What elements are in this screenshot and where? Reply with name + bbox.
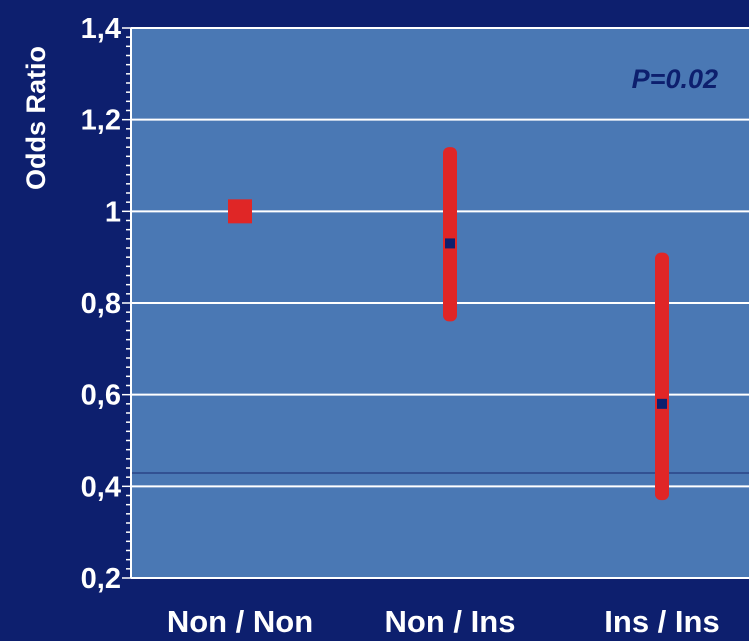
odds-ratio-point: [445, 238, 455, 249]
p-value-annotation: P=0.02: [632, 64, 718, 94]
y-tick-label: 0,4: [81, 471, 121, 503]
y-tick-label: 0,2: [81, 563, 121, 595]
x-category-label: Ins / Ins: [604, 604, 719, 639]
y-tick-label: 0,6: [81, 380, 121, 412]
reference-marker: [228, 199, 252, 224]
y-tick-label: 1,2: [81, 105, 121, 137]
y-tick-label: 0,8: [81, 288, 121, 320]
ci-bar: [655, 252, 669, 501]
odds-ratio-point: [657, 398, 667, 409]
x-category-label: Non / Ins: [385, 604, 516, 639]
y-axis-title: Odds Ratio: [21, 46, 51, 190]
y-tick-label: 1,4: [81, 13, 121, 45]
y-tick-label: 1: [105, 196, 121, 228]
x-category-label: Non / Non: [167, 604, 313, 639]
ci-bar: [443, 147, 457, 322]
